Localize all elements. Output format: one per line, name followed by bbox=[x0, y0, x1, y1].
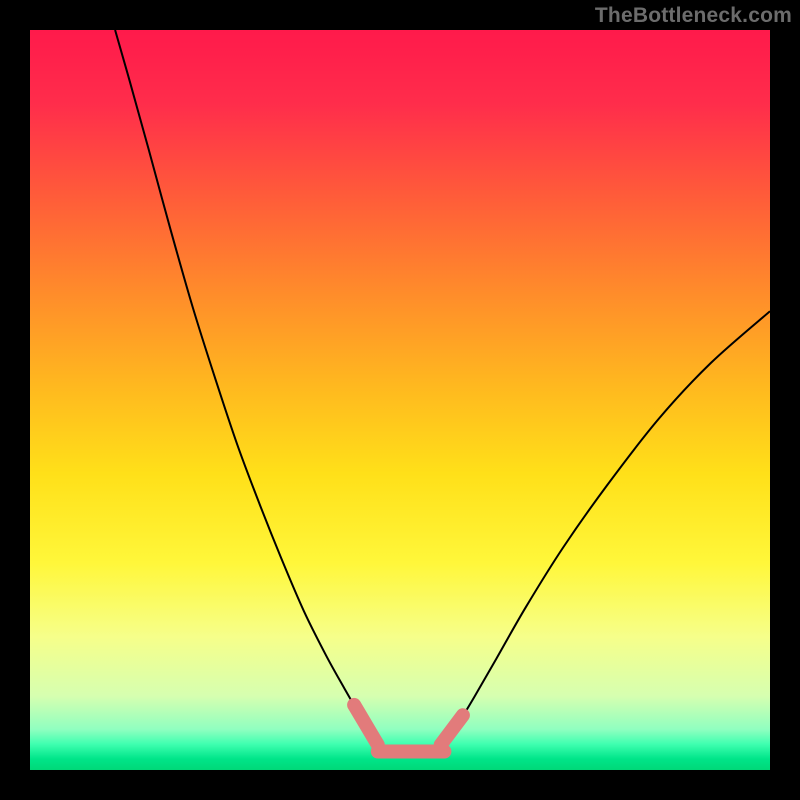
watermark-text: TheBottleneck.com bbox=[595, 4, 792, 28]
chart-stage: TheBottleneck.com bbox=[0, 0, 800, 800]
chart-svg bbox=[0, 0, 800, 800]
gradient-background bbox=[30, 30, 770, 770]
